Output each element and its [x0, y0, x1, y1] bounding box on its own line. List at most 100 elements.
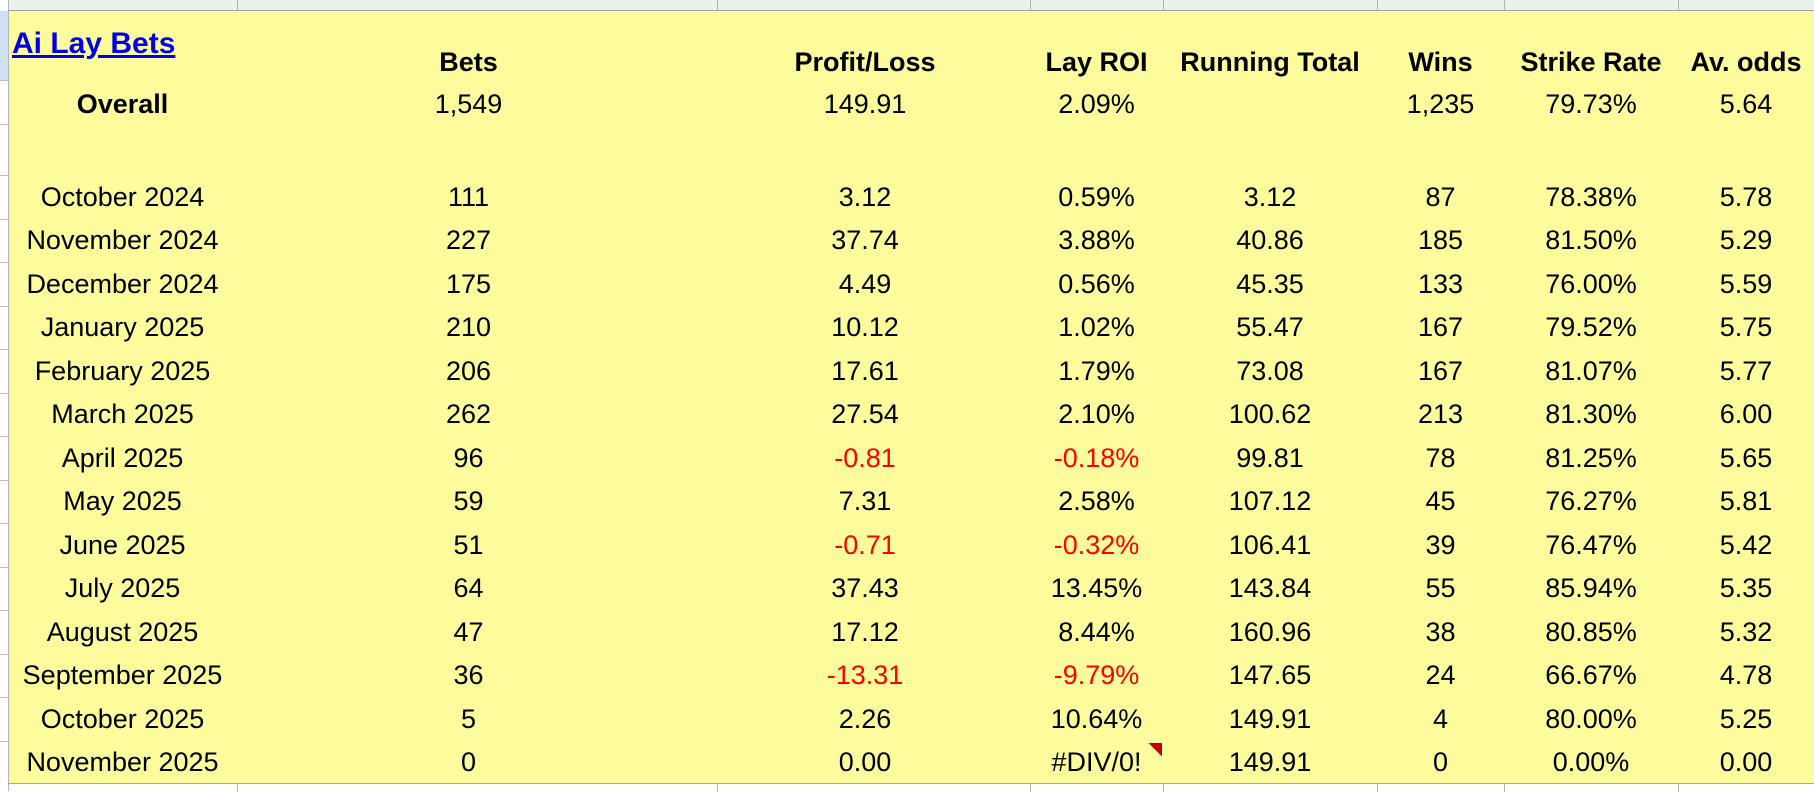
cell-month[interactable]: July 2025 — [8, 567, 237, 611]
cell-month[interactable]: February 2025 — [8, 349, 237, 393]
cell-month[interactable]: November 2025 — [8, 741, 237, 785]
cell-profit-loss[interactable]: 10.12 — [700, 306, 1030, 350]
cell-lay-roi[interactable]: 2.58% — [1030, 480, 1163, 524]
cell-running-total[interactable]: 45.35 — [1163, 262, 1377, 306]
cell-av-odds[interactable]: 5.42 — [1678, 523, 1814, 567]
cell-strike-rate[interactable]: 81.25% — [1504, 436, 1678, 480]
cell-profit-loss[interactable]: 2.26 — [700, 697, 1030, 741]
cell-av-odds[interactable]: 5.81 — [1678, 480, 1814, 524]
cell-strike-rate[interactable]: 81.07% — [1504, 349, 1678, 393]
cell-wins[interactable]: 185 — [1377, 219, 1504, 263]
cell-running-total[interactable]: 73.08 — [1163, 349, 1377, 393]
cell-bets[interactable]: 111 — [237, 175, 700, 219]
cell-running-total[interactable]: 99.81 — [1163, 436, 1377, 480]
cell-profit-loss[interactable]: 3.12 — [700, 175, 1030, 219]
cell-profit-loss[interactable]: -0.81 — [700, 436, 1030, 480]
cell-strike-rate[interactable]: 81.30% — [1504, 393, 1678, 437]
cell-strike-rate[interactable]: 76.00% — [1504, 262, 1678, 306]
column-header-running-total[interactable]: Running Total — [1180, 46, 1360, 77]
cell-strike-rate[interactable]: 80.85% — [1504, 610, 1678, 654]
cell-overall-label[interactable]: Overall — [76, 88, 169, 119]
cell-wins[interactable]: 45 — [1377, 480, 1504, 524]
cell-strike-rate[interactable]: 81.50% — [1504, 219, 1678, 263]
cell-lay-roi[interactable]: -0.18% — [1030, 436, 1163, 480]
cell-lay-roi[interactable]: 8.44% — [1030, 610, 1163, 654]
cell-month[interactable]: January 2025 — [8, 306, 237, 350]
cell-av-odds[interactable]: 5.25 — [1678, 697, 1814, 741]
cell-running-total[interactable]: 106.41 — [1163, 523, 1377, 567]
cell-running-total[interactable]: 40.86 — [1163, 219, 1377, 263]
cell-running-total[interactable]: 149.91 — [1163, 741, 1377, 785]
cell-strike-rate[interactable]: 80.00% — [1504, 697, 1678, 741]
cell-profit-loss[interactable]: 7.31 — [700, 480, 1030, 524]
cell-wins[interactable]: 167 — [1377, 349, 1504, 393]
cell-profit-loss[interactable]: 4.49 — [700, 262, 1030, 306]
cell-av-odds[interactable]: 6.00 — [1678, 393, 1814, 437]
cell-lay-roi[interactable]: -0.32% — [1030, 523, 1163, 567]
cell-running-total[interactable]: 160.96 — [1163, 610, 1377, 654]
cell-profit-loss[interactable]: -0.71 — [700, 523, 1030, 567]
cell-running-total[interactable]: 149.91 — [1163, 697, 1377, 741]
cell-overall-bets[interactable]: 1,549 — [434, 88, 503, 119]
column-header-av-odds[interactable]: Av. odds — [1690, 46, 1802, 77]
cell-month[interactable]: August 2025 — [8, 610, 237, 654]
cell-lay-roi[interactable]: 1.02% — [1030, 306, 1163, 350]
cell-lay-roi[interactable]: 1.79% — [1030, 349, 1163, 393]
cell-av-odds[interactable]: 5.35 — [1678, 567, 1814, 611]
cell-bets[interactable]: 210 — [237, 306, 700, 350]
cell-running-total[interactable]: 100.62 — [1163, 393, 1377, 437]
cell-bets[interactable]: 64 — [237, 567, 700, 611]
cell-wins[interactable]: 4 — [1377, 697, 1504, 741]
cell-av-odds[interactable]: 5.65 — [1678, 436, 1814, 480]
title-link[interactable]: Ai Lay Bets — [12, 27, 176, 60]
cell-strike-rate[interactable]: 0.00% — [1504, 741, 1678, 785]
cell-strike-rate[interactable]: 76.27% — [1504, 480, 1678, 524]
cell-month[interactable]: September 2025 — [8, 654, 237, 698]
cell-lay-roi[interactable]: #DIV/0! — [1030, 741, 1163, 785]
cell-month[interactable]: April 2025 — [8, 436, 237, 480]
cell-month[interactable]: June 2025 — [8, 523, 237, 567]
cell-strike-rate[interactable]: 79.52% — [1504, 306, 1678, 350]
cell-bets[interactable]: 227 — [237, 219, 700, 263]
cell-bets[interactable]: 59 — [237, 480, 700, 524]
cell-overall-roi[interactable]: 2.09% — [1058, 88, 1135, 119]
cell-profit-loss[interactable]: 37.43 — [700, 567, 1030, 611]
cell-overall-profit[interactable]: 149.91 — [823, 88, 907, 119]
cell-av-odds[interactable]: 5.29 — [1678, 219, 1814, 263]
cell-profit-loss[interactable]: 17.61 — [700, 349, 1030, 393]
cell-running-total[interactable]: 55.47 — [1163, 306, 1377, 350]
column-header-lay-roi[interactable]: Lay ROI — [1045, 46, 1148, 77]
cell-profit-loss[interactable]: -13.31 — [700, 654, 1030, 698]
cell-running-total[interactable]: 3.12 — [1163, 175, 1377, 219]
cell-overall-wins[interactable]: 1,235 — [1406, 88, 1475, 119]
cell-profit-loss[interactable]: 17.12 — [700, 610, 1030, 654]
cell-av-odds[interactable]: 5.78 — [1678, 175, 1814, 219]
cell-month[interactable]: October 2025 — [8, 697, 237, 741]
cell-wins[interactable]: 38 — [1377, 610, 1504, 654]
cell-wins[interactable]: 0 — [1377, 741, 1504, 785]
cell-month[interactable]: March 2025 — [8, 393, 237, 437]
cell-bets[interactable]: 206 — [237, 349, 700, 393]
cell-wins[interactable]: 55 — [1377, 567, 1504, 611]
cell-bets[interactable]: 262 — [237, 393, 700, 437]
cell-av-odds[interactable]: 4.78 — [1678, 654, 1814, 698]
cell-av-odds[interactable]: 5.77 — [1678, 349, 1814, 393]
cell-wins[interactable]: 213 — [1377, 393, 1504, 437]
cell-lay-roi[interactable]: 0.56% — [1030, 262, 1163, 306]
cell-strike-rate[interactable]: 85.94% — [1504, 567, 1678, 611]
cell-strike-rate[interactable]: 76.47% — [1504, 523, 1678, 567]
cell-lay-roi[interactable]: 10.64% — [1030, 697, 1163, 741]
cell-wins[interactable]: 87 — [1377, 175, 1504, 219]
cell-profit-loss[interactable]: 0.00 — [700, 741, 1030, 785]
column-header-strike-rate[interactable]: Strike Rate — [1520, 46, 1662, 77]
cell-av-odds[interactable]: 5.75 — [1678, 306, 1814, 350]
cell-month[interactable]: October 2024 — [8, 175, 237, 219]
column-header-bets[interactable]: Bets — [439, 46, 498, 77]
column-header-profit-loss[interactable]: Profit/Loss — [794, 46, 936, 77]
cell-strike-rate[interactable]: 78.38% — [1504, 175, 1678, 219]
cell-bets[interactable]: 51 — [237, 523, 700, 567]
cell-running-total[interactable]: 147.65 — [1163, 654, 1377, 698]
cell-av-odds[interactable]: 5.32 — [1678, 610, 1814, 654]
cell-wins[interactable]: 167 — [1377, 306, 1504, 350]
cell-lay-roi[interactable]: -9.79% — [1030, 654, 1163, 698]
